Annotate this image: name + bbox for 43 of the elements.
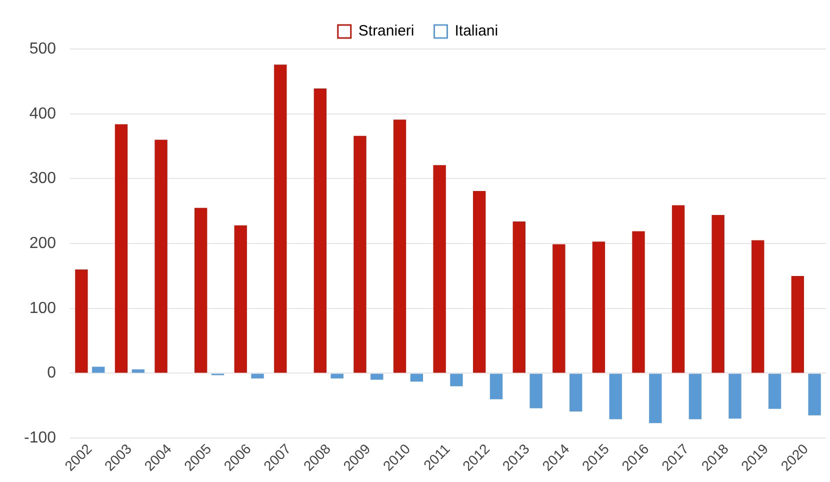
bar (75, 269, 88, 373)
bar (688, 374, 702, 420)
y-tick-label: -100 (24, 430, 56, 447)
y-tick-label: 200 (29, 234, 56, 252)
bar (609, 374, 622, 420)
bar (672, 205, 685, 373)
bar (410, 374, 424, 382)
y-tick-label: 500 (29, 40, 56, 58)
bar (314, 88, 327, 373)
bar (808, 374, 821, 416)
bar (450, 374, 463, 386)
bar (393, 120, 406, 373)
y-tick-label: 100 (29, 300, 56, 317)
bar (728, 374, 742, 419)
bar (251, 374, 264, 378)
bar (234, 225, 247, 373)
bar (114, 124, 128, 373)
bar (370, 374, 384, 380)
bar (791, 276, 804, 373)
bar (274, 64, 287, 373)
bar (490, 374, 503, 400)
bar (194, 208, 208, 373)
bar (330, 374, 344, 378)
bar (569, 374, 582, 412)
bar (473, 191, 486, 373)
legend-label: Italiani (454, 22, 498, 40)
bar (752, 240, 764, 373)
y-tick-label: 0 (47, 364, 56, 382)
legend-label: Stranieri (358, 22, 414, 40)
bar (552, 244, 566, 373)
bar (632, 231, 645, 373)
bar (712, 215, 724, 373)
bar (354, 136, 366, 373)
bar (433, 165, 446, 373)
y-tick-label: 300 (29, 170, 56, 188)
bar (154, 140, 168, 373)
bar (92, 366, 105, 373)
bar (512, 222, 526, 373)
y-tick-label: 400 (29, 105, 56, 122)
bar (592, 242, 606, 373)
bar (530, 374, 542, 408)
bar (649, 374, 662, 424)
bar (768, 374, 782, 409)
